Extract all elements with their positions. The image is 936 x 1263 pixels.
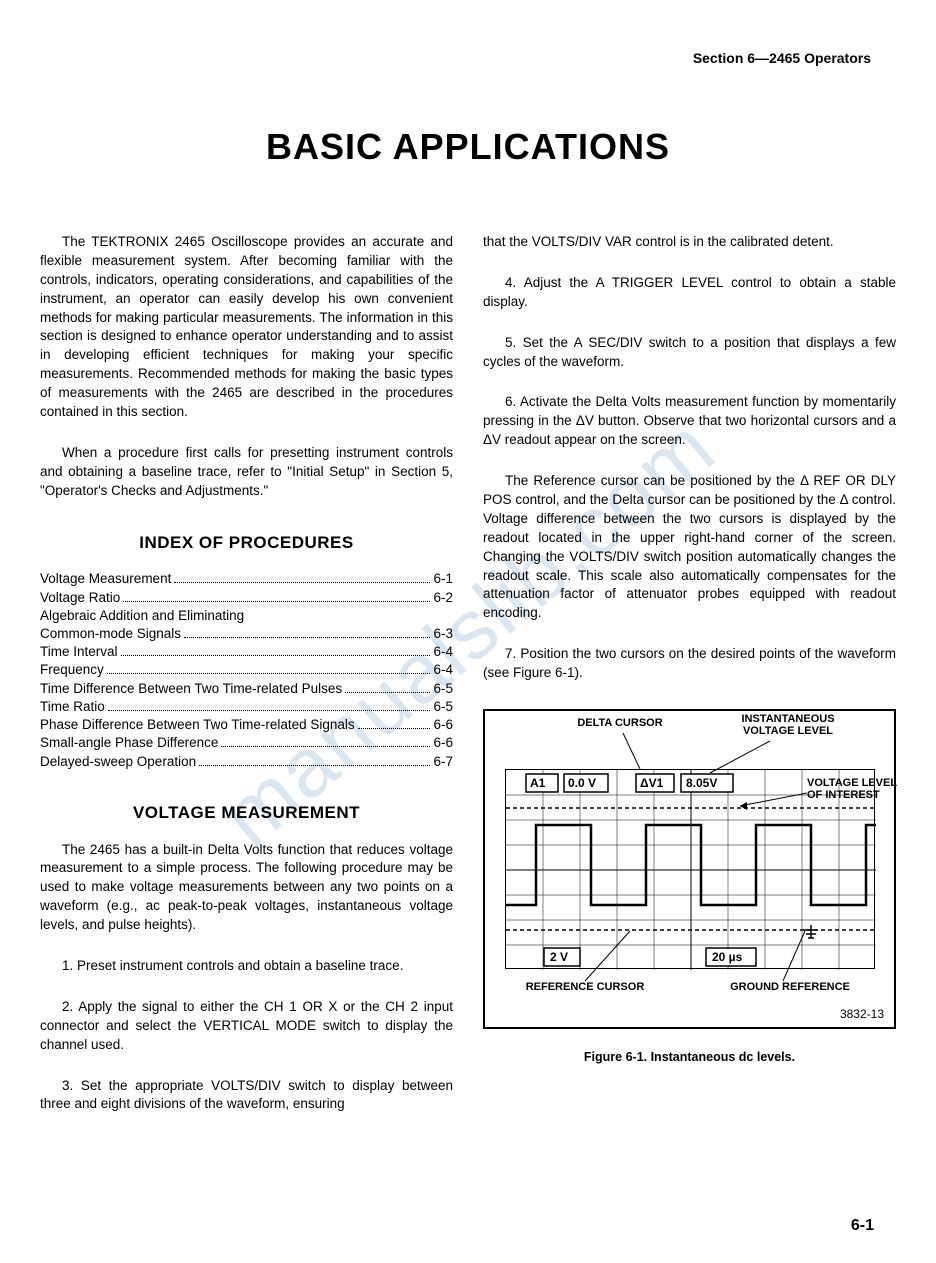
readout-8-05v: 8.05V: [686, 777, 717, 790]
index-table: Voltage Measurement 6-1 Voltage Ratio 6-…: [40, 570, 453, 770]
step-3: 3. Set the appropriate VOLTS/DIV switch …: [40, 1077, 453, 1115]
readout-dv1: ΔV1: [640, 777, 663, 790]
index-dots: [221, 737, 430, 748]
voltage-measurement-para: The 2465 has a built-in Delta Volts func…: [40, 841, 453, 935]
index-label: Voltage Measurement: [40, 570, 171, 588]
step-4: 4. Adjust the A TRIGGER LEVEL control to…: [483, 274, 896, 312]
step-5: 5. Set the A SEC/DIV switch to a positio…: [483, 334, 896, 372]
page-title: BASIC APPLICATIONS: [40, 126, 896, 168]
readout-a1: A1: [530, 777, 545, 790]
index-page: 6-5: [433, 680, 453, 698]
step-2: 2. Apply the signal to either the CH 1 O…: [40, 998, 453, 1055]
index-label: Delayed-sweep Operation: [40, 753, 196, 771]
readout-20us: 20 µs: [712, 951, 742, 964]
index-row: Frequency 6-4: [40, 661, 453, 679]
index-page: 6-5: [433, 698, 453, 716]
index-row: Voltage Ratio 6-2: [40, 589, 453, 607]
index-row: Time Interval 6-4: [40, 643, 453, 661]
index-label: Algebraic Addition and Eliminating: [40, 607, 244, 625]
index-page: 6-7: [433, 753, 453, 771]
intro-paragraph-1: The TEKTRONIX 2465 Oscilloscope provides…: [40, 233, 453, 422]
index-row: Voltage Measurement 6-1: [40, 570, 453, 588]
step-1: 1. Preset instrument controls and obtain…: [40, 957, 453, 976]
figure-label-delta-cursor: DELTA CURSOR: [565, 717, 675, 729]
index-dots: [123, 591, 430, 602]
index-label: Small-angle Phase Difference: [40, 734, 218, 752]
reference-cursor-para: The Reference cursor can be positioned b…: [483, 472, 896, 623]
index-row: Common-mode Signals 6-3: [40, 625, 453, 643]
readout-0v: 0.0 V: [568, 777, 596, 790]
index-page: 6-4: [433, 643, 453, 661]
oscilloscope-screen: A1 0.0 V ΔV1 8.05V 2 V 20 µs: [505, 769, 875, 969]
index-page: 6-6: [433, 716, 453, 734]
index-label: Phase Difference Between Two Time-relate…: [40, 716, 355, 734]
left-column: The TEKTRONIX 2465 Oscilloscope provides…: [40, 233, 453, 1114]
index-row: Algebraic Addition and Eliminating: [40, 607, 453, 625]
index-dots: [174, 573, 430, 584]
right-column: that the VOLTS/DIV VAR control is in the…: [483, 233, 896, 1114]
section-header: Section 6—2465 Operators: [40, 50, 896, 66]
index-row: Time Difference Between Two Time-related…: [40, 680, 453, 698]
figure-id: 3832-13: [840, 1008, 884, 1021]
index-page: 6-3: [433, 625, 453, 643]
index-row: Small-angle Phase Difference 6-6: [40, 734, 453, 752]
index-label: Time Interval: [40, 643, 118, 661]
figure-caption: Figure 6-1. Instantaneous dc levels.: [483, 1049, 896, 1067]
index-dots: [184, 627, 430, 638]
index-page: 6-2: [433, 589, 453, 607]
index-label: Time Difference Between Two Time-related…: [40, 680, 342, 698]
index-row: Time Ratio 6-5: [40, 698, 453, 716]
index-page: 6-6: [433, 734, 453, 752]
index-page: 6-1: [433, 570, 453, 588]
readout-2v: 2 V: [550, 951, 568, 964]
index-dots: [108, 700, 431, 711]
index-page: 6-4: [433, 661, 453, 679]
figure-6-1: DELTA CURSOR INSTANTANEOUS VOLTAGE LEVEL…: [483, 709, 896, 1029]
figure-label-instantaneous-voltage: INSTANTANEOUS VOLTAGE LEVEL: [723, 713, 853, 737]
figure-label-reference-cursor: REFERENCE CURSOR: [505, 981, 665, 993]
index-dots: [107, 664, 431, 675]
index-row: Phase Difference Between Two Time-relate…: [40, 716, 453, 734]
step-7: 7. Position the two cursors on the desir…: [483, 645, 896, 683]
page-number: 6-1: [851, 1217, 874, 1235]
figure-label-ground-reference: GROUND REFERENCE: [705, 981, 875, 993]
step-6: 6. Activate the Delta Volts measurement …: [483, 393, 896, 450]
step-3-continued: that the VOLTS/DIV VAR control is in the…: [483, 233, 896, 252]
voltage-measurement-heading: VOLTAGE MEASUREMENT: [40, 801, 453, 825]
index-label: Time Ratio: [40, 698, 105, 716]
index-row: Delayed-sweep Operation 6-7: [40, 753, 453, 771]
index-label: Frequency: [40, 661, 104, 679]
index-dots: [345, 682, 430, 693]
index-heading: INDEX OF PROCEDURES: [40, 531, 453, 555]
two-column-layout: The TEKTRONIX 2465 Oscilloscope provides…: [40, 233, 896, 1114]
index-dots: [121, 645, 431, 656]
index-label: Common-mode Signals: [40, 625, 181, 643]
intro-paragraph-2: When a procedure first calls for presett…: [40, 444, 453, 501]
page-container: Section 6—2465 Operators BASIC APPLICATI…: [0, 0, 936, 1144]
scope-svg: [506, 770, 876, 970]
index-dots: [358, 718, 431, 729]
index-dots: [199, 755, 430, 766]
index-label: Voltage Ratio: [40, 589, 120, 607]
